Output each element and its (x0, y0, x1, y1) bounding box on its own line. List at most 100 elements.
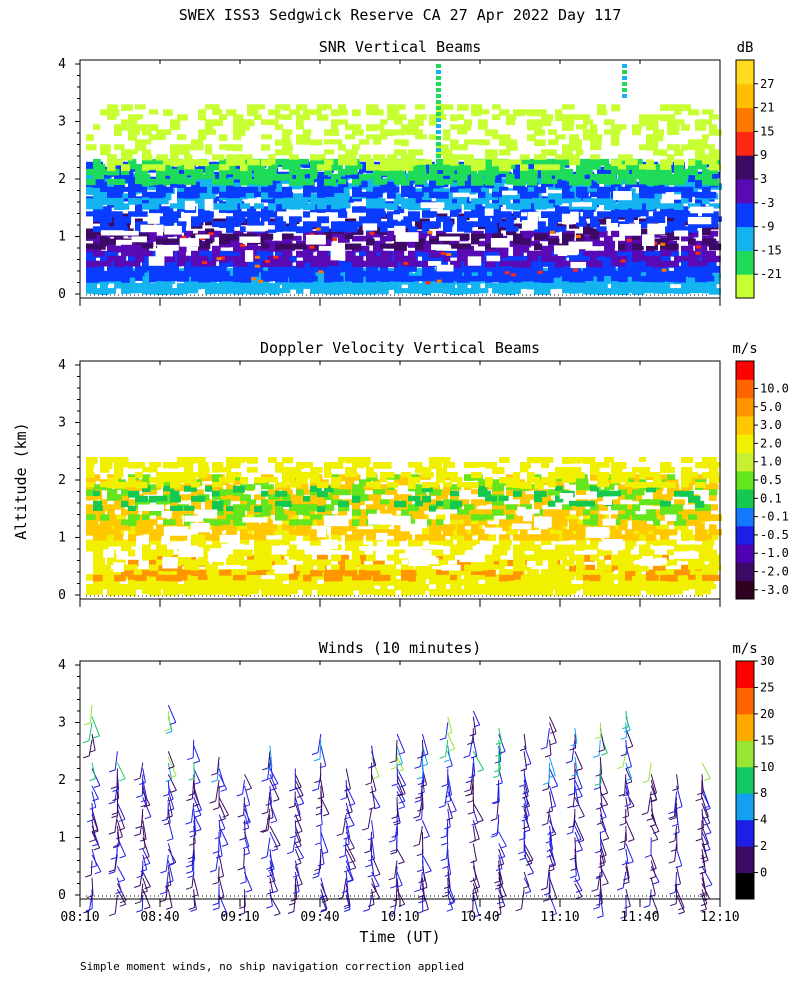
heatmap-cell (324, 559, 332, 566)
heatmap-cell (576, 283, 586, 290)
heatmap-cell (632, 534, 640, 542)
heatmap-cell (352, 124, 362, 130)
heatmap-cell (450, 514, 461, 520)
heatmap-cell (401, 479, 413, 486)
heatmap-cell (527, 230, 538, 237)
heatmap-cell (261, 173, 272, 180)
heatmap-cell (303, 255, 315, 263)
heatmap-cell (212, 183, 223, 189)
heatmap-cell (534, 164, 542, 171)
heatmap-cell (275, 191, 284, 199)
heatmap-cell (681, 270, 691, 277)
heatmap-cell (408, 569, 417, 577)
heatmap-cell (107, 164, 116, 172)
heatmap-cell (205, 569, 216, 576)
heatmap-cell (177, 250, 186, 258)
heatmap-cell (226, 255, 236, 262)
heatmap-cell (128, 499, 136, 506)
heatmap-cell (324, 260, 334, 266)
heatmap-cell (415, 494, 428, 500)
heatmap-cell (163, 569, 176, 575)
heatmap-cell (338, 109, 348, 116)
heatmap-cell (555, 579, 564, 586)
heatmap-cell (506, 524, 516, 530)
heatmap-cell (485, 129, 498, 137)
heatmap-cell (247, 211, 260, 217)
heatmap-cell (198, 559, 210, 566)
heatmap-cell (240, 524, 249, 532)
heatmap-cell (681, 288, 690, 294)
heatmap-cell (226, 559, 237, 565)
heatmap-cell (422, 255, 430, 263)
heatmap-cell (590, 124, 598, 132)
heatmap-cell (520, 574, 532, 580)
heatmap-cell (583, 283, 595, 290)
heatmap-cell (499, 211, 512, 219)
heatmap-cell (268, 260, 277, 267)
heatmap-cell (296, 114, 305, 122)
heatmap-cell (198, 203, 210, 209)
heatmap-cell (471, 275, 481, 282)
heatmap-cell (555, 163, 565, 171)
heatmap-cell (170, 216, 179, 223)
heatmap-gap (155, 248, 173, 257)
heatmap-cell (394, 139, 402, 145)
heatmap-cell (303, 178, 314, 186)
heatmap-cell (191, 569, 199, 577)
heatmap-cell (646, 191, 655, 199)
heatmap-cell (163, 238, 176, 244)
heatmap-cell (541, 589, 554, 596)
heatmap-cell (625, 250, 638, 257)
heatmap-cell (401, 569, 413, 576)
heatmap-cell (394, 554, 402, 561)
heatmap-cell (107, 114, 117, 120)
heatmap-cell (317, 250, 329, 257)
heatmap-cell (415, 163, 426, 170)
heatmap-cell (520, 216, 530, 222)
heatmap-cell (289, 270, 301, 278)
heatmap-cell (590, 509, 600, 515)
heatmap-cell (471, 238, 480, 245)
heatmap-cell (324, 129, 335, 136)
heatmap-cell (569, 519, 578, 525)
heatmap-cell (205, 216, 213, 222)
heatmap-cell (387, 564, 397, 571)
heatmap-cell (450, 519, 459, 525)
heatmap-cell (541, 275, 554, 283)
heatmap-cell (611, 288, 621, 295)
heatmap-cell (583, 235, 591, 243)
heatmap-cell (541, 173, 552, 180)
heatmap-cell (191, 564, 200, 571)
heatmap-cell (86, 509, 99, 516)
heatmap-cell (142, 243, 153, 249)
heatmap-cell (674, 574, 684, 580)
heatmap-cell (415, 114, 427, 120)
heatmap-cell (345, 584, 356, 591)
heatmap-cell (254, 163, 266, 171)
heatmap-cell (247, 260, 255, 268)
heatmap-cell (324, 139, 336, 145)
heatmap-cell (534, 171, 543, 179)
heatmap-cell (464, 163, 475, 170)
heatmap-cell (100, 260, 112, 267)
heatmap-cell (380, 529, 393, 535)
heatmap-cell (296, 524, 306, 531)
heatmap-cell (541, 119, 552, 127)
heatmap-cell (216, 257, 222, 261)
heatmap-cell (660, 242, 666, 246)
heatmap-cell (618, 584, 629, 591)
heatmap-cell (653, 203, 662, 209)
heatmap-cell (457, 250, 470, 257)
heatmap-cell (142, 158, 153, 164)
heatmap-cell (380, 260, 388, 268)
heatmap-cell (618, 255, 628, 261)
heatmap-cell (233, 129, 246, 137)
heatmap-cell (408, 191, 416, 199)
heatmap-cell (352, 574, 365, 581)
heatmap-cell (387, 129, 395, 137)
heatmap-cell (331, 283, 341, 290)
heatmap-cell (450, 549, 462, 556)
heatmap-cell (667, 218, 676, 224)
heatmap-cell (296, 569, 306, 575)
